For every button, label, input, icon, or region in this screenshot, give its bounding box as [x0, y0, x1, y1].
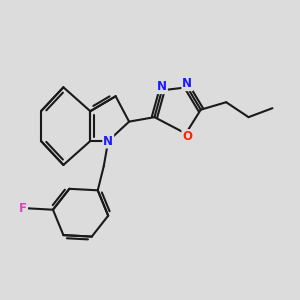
Text: N: N [157, 80, 167, 93]
Text: N: N [103, 134, 113, 148]
Text: N: N [182, 77, 192, 90]
Text: O: O [182, 130, 192, 143]
Text: F: F [19, 202, 27, 215]
